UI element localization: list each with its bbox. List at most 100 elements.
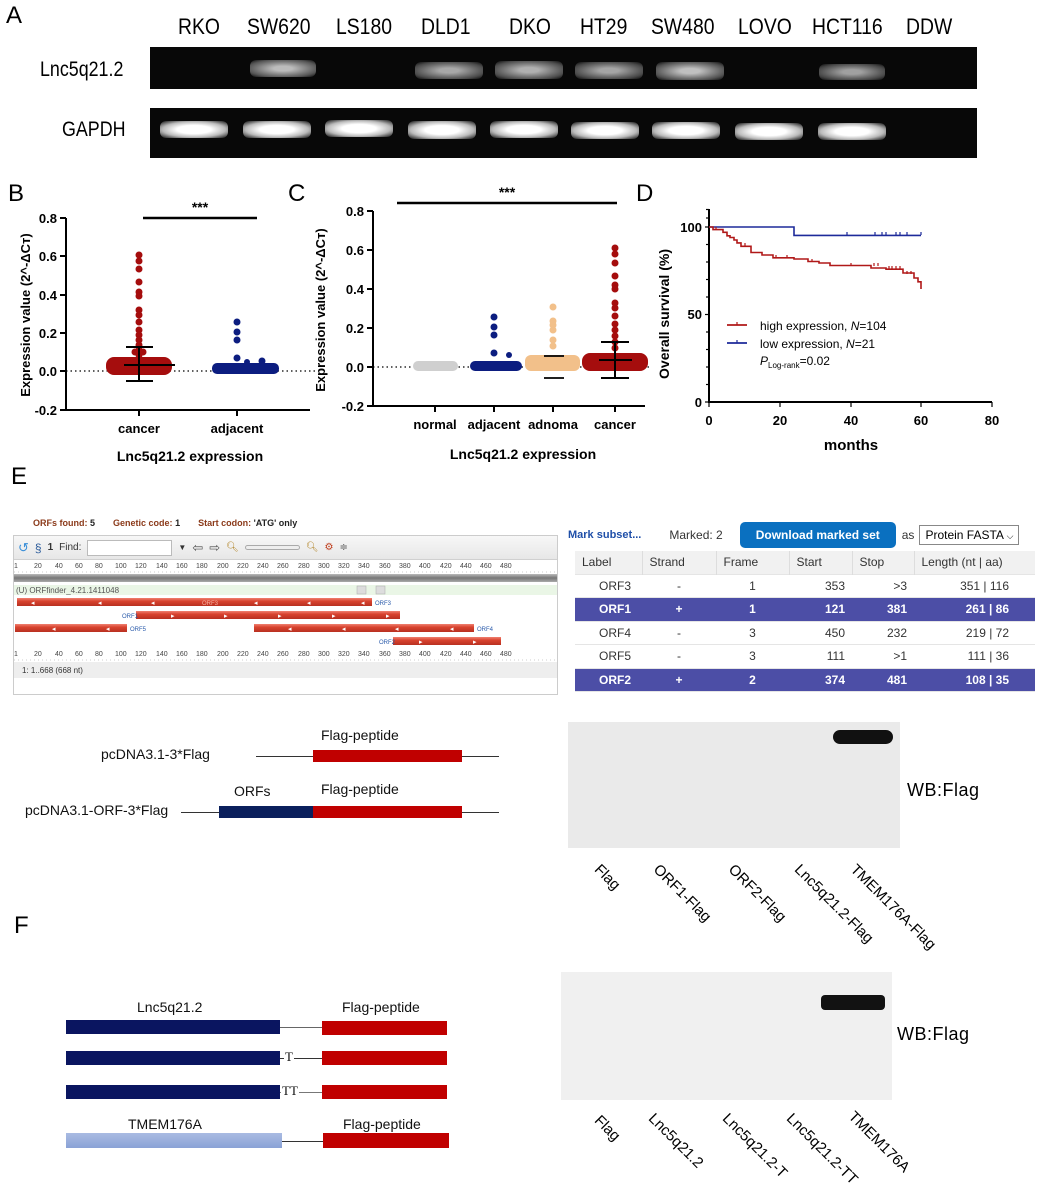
svg-text:420: 420 (440, 563, 452, 570)
cell-stop: >1 (893, 649, 907, 664)
blot-lane-label: TMEM176A (844, 1108, 914, 1177)
find-dropdown-icon[interactable]: ▼ (178, 543, 187, 552)
zoom-slider[interactable] (244, 545, 300, 550)
x-tick: 80 (985, 413, 999, 428)
y-tick: 0.4 (346, 282, 365, 297)
pan-left-icon[interactable]: ⇦ (192, 539, 204, 555)
table-row[interactable]: ORF3 - 1 353 >3 351 | 116 (575, 574, 1035, 598)
cell-label: ORF1 (575, 597, 642, 621)
find-input[interactable] (87, 539, 173, 556)
svg-text:340: 340 (358, 651, 370, 658)
gel-band (571, 122, 639, 139)
table-row[interactable]: ORF2 + 2 374 481 108 | 35 (575, 668, 1035, 692)
ruler-top: 1 20 40 60 80 100 120 140 160 180 200 220 240 260 28… (14, 563, 512, 570)
svg-text:140: 140 (156, 563, 168, 570)
pan-right-icon[interactable]: ⇨ (209, 539, 221, 555)
cell-stop: >3 (893, 578, 907, 593)
table-row[interactable]: ORF1 + 1 121 381 261 | 86 (575, 597, 1035, 621)
svg-text:ORF3: ORF3 (202, 601, 219, 607)
svg-text:◂: ◂ (151, 600, 155, 607)
y-tick: 0 (695, 395, 702, 410)
gel-image-gapdh (150, 108, 977, 158)
lnc-tt-bar (66, 1085, 280, 1099)
col-header-strand[interactable]: Strand (642, 551, 717, 574)
svg-text:320: 320 (338, 563, 350, 570)
blot-band (821, 995, 885, 1010)
lnc-bar (66, 1020, 280, 1034)
blot-lane-label: Flag (590, 861, 624, 894)
svg-text:180: 180 (196, 651, 208, 658)
orf-bar-orf1[interactable]: ▸ ▸ ▸ ▸ ▸ ORF1 (122, 611, 400, 620)
x-tick: adjacent (468, 417, 521, 432)
tmem-bar (66, 1133, 282, 1148)
x-tick: normal (413, 417, 456, 432)
vector-line (256, 756, 313, 757)
svg-text:◂: ◂ (254, 600, 258, 607)
cell-label: ORF4 (599, 625, 632, 640)
cell-length: 108 | 35 (914, 668, 1035, 692)
marked-count: Marked: 2 (669, 528, 723, 542)
x-tick: 0 (705, 413, 712, 428)
y-tick: 0.6 (39, 249, 57, 264)
zoom-out-icon[interactable]: 🔍︎ (226, 542, 239, 553)
legend-low: low expression, N=21 (760, 337, 875, 351)
svg-text:460: 460 (480, 651, 492, 658)
fit-icon[interactable]: ≑ (339, 542, 348, 553)
panel-letter-d: D (636, 180, 654, 207)
svg-text:60: 60 (75, 651, 83, 658)
linker-line (280, 1027, 322, 1028)
download-marked-set-button[interactable]: Download marked set (739, 522, 896, 548)
orf-bar-orf2[interactable]: ▸ ▸ ORF2 (379, 637, 501, 646)
svg-text:200: 200 (217, 651, 229, 658)
svg-text:420: 420 (440, 651, 452, 658)
svg-text:240: 240 (257, 563, 269, 570)
mark-subset-link[interactable]: Mark subset... (568, 529, 642, 541)
track-next-button[interactable] (375, 585, 386, 595)
strand-toggle-icon[interactable]: § (34, 540, 42, 555)
settings-icon[interactable]: ⚙ (324, 542, 334, 553)
col-header-start[interactable]: Start (789, 551, 853, 574)
col-header-frame[interactable]: Frame (716, 551, 790, 574)
format-select[interactable]: Protein FASTA ⌵ (919, 525, 1020, 545)
western-blot-e (568, 722, 900, 848)
panel-letter-e: E (11, 463, 28, 490)
undo-icon[interactable]: ↺ (18, 539, 29, 555)
cell-label: ORF2 (575, 668, 642, 692)
zoom-in-icon[interactable]: 🔍︎ (305, 542, 319, 553)
col-header-length[interactable]: Length (nt | aa) (914, 551, 1035, 574)
flag-peptide-bar (313, 750, 462, 762)
svg-text:ORF5: ORF5 (130, 627, 147, 633)
t-insertion-label: T (284, 1049, 294, 1065)
x-tick: 60 (914, 413, 928, 428)
svg-text:100: 100 (115, 651, 127, 658)
gel-band (575, 62, 643, 79)
tt-insertion-label: TT (281, 1083, 299, 1099)
svg-text:20: 20 (34, 563, 42, 570)
orf-bar-orf3[interactable]: ◂ ◂ ◂ ◂ ◂ ◂ ORF3 ORF3 (17, 598, 392, 607)
cell-length: 111 | 36 (967, 649, 1009, 664)
western-blot-f (561, 972, 892, 1100)
table-row[interactable]: ORF4 - 3 450 232 219 | 72 (575, 621, 1035, 645)
y-axis-label: Expression value (2^-ΔCт) (313, 228, 328, 391)
svg-text:380: 380 (399, 651, 411, 658)
blot-lane-label: Lnc5q21.2 (644, 1110, 707, 1172)
track-prev-button[interactable] (356, 585, 367, 595)
orf-bar-orf4[interactable]: ◂ ◂ ◂ ◂ ORF4 (254, 624, 494, 633)
zoom-level-dropdown[interactable]: 1 (47, 542, 54, 553)
col-header-stop[interactable]: Stop (852, 551, 915, 574)
svg-text:80: 80 (95, 651, 103, 658)
flag-peptide-bar (323, 1133, 449, 1148)
svg-text:300: 300 (318, 651, 330, 658)
svg-text:120: 120 (135, 651, 147, 658)
orf-summary: ORFs found: 5 Genetic code: 1 Start codo… (33, 518, 297, 528)
col-header-label[interactable]: Label (575, 551, 643, 574)
svg-text:160: 160 (176, 563, 188, 570)
y-tick: -0.2 (342, 399, 364, 414)
svg-text:◂: ◂ (342, 626, 346, 633)
orf-bar-orf5[interactable]: ◂ ◂ ORF5 (15, 624, 147, 633)
orf-graphical-viewer: ↺ § 1 Find: ▼ ⇦ ⇨ 🔍︎ 🔍︎ ⚙ ≑ 1 20 40 60 80 10… (13, 535, 558, 695)
svg-text:140: 140 (156, 651, 168, 658)
gel-image-lnc5q21 (150, 47, 977, 89)
table-row[interactable]: ORF5 - 3 111 >1 111 | 36 (575, 645, 1035, 668)
construct-label-orf: pcDNA3.1-ORF-3*Flag (25, 802, 169, 818)
